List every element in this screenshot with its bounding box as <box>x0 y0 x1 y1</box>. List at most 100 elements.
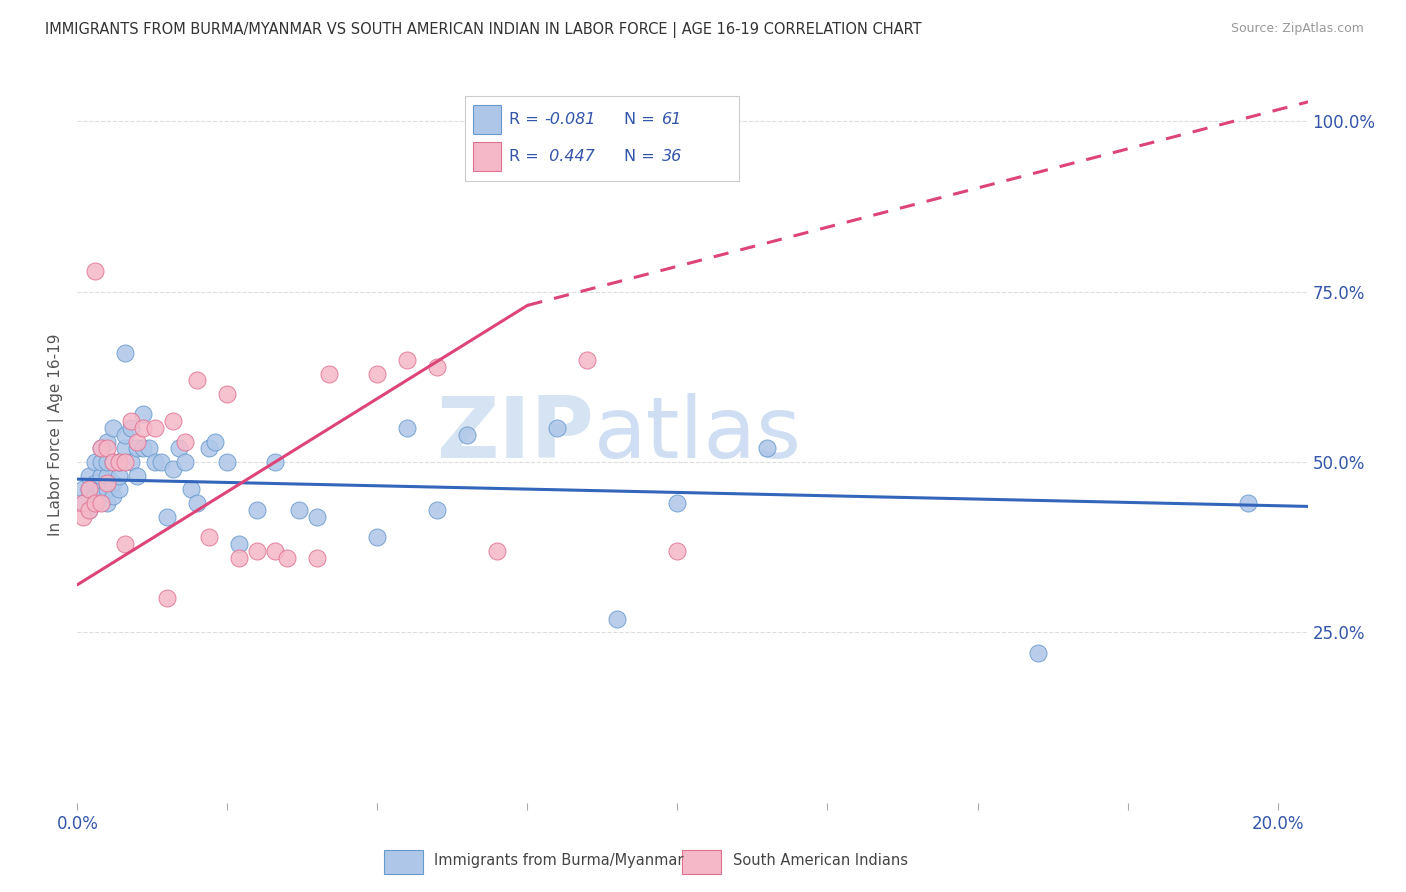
Point <box>114 346 136 360</box>
Point <box>186 496 208 510</box>
Point <box>103 421 125 435</box>
Bar <box>384 849 423 874</box>
Point <box>84 489 107 503</box>
Point <box>108 455 131 469</box>
Point <box>307 509 329 524</box>
Point <box>486 543 509 558</box>
Text: N =: N = <box>624 112 655 127</box>
Point <box>276 550 298 565</box>
Text: ZIP: ZIP <box>436 393 595 476</box>
Point <box>96 434 118 449</box>
Point <box>120 421 142 435</box>
Point <box>156 509 179 524</box>
Point <box>114 428 136 442</box>
Point <box>366 530 388 544</box>
Point <box>120 414 142 428</box>
Point <box>84 264 107 278</box>
Point <box>108 483 131 497</box>
Text: 0.447: 0.447 <box>544 149 595 164</box>
Point <box>114 537 136 551</box>
Point <box>79 483 101 497</box>
Text: IMMIGRANTS FROM BURMA/MYANMAR VS SOUTH AMERICAN INDIAN IN LABOR FORCE | AGE 16-1: IMMIGRANTS FROM BURMA/MYANMAR VS SOUTH A… <box>45 22 921 38</box>
Text: R =: R = <box>509 112 538 127</box>
Point <box>96 442 118 456</box>
Point <box>103 475 125 490</box>
Point <box>156 591 179 606</box>
Text: 61: 61 <box>662 112 682 127</box>
Point <box>96 496 118 510</box>
Point <box>79 483 101 497</box>
Point <box>79 468 101 483</box>
Point <box>756 442 779 456</box>
Point <box>264 455 287 469</box>
Point <box>180 483 202 497</box>
Text: -0.081: -0.081 <box>544 112 596 127</box>
Y-axis label: In Labor Force | Age 16-19: In Labor Force | Age 16-19 <box>48 334 65 536</box>
Point <box>96 455 118 469</box>
Point <box>72 496 94 510</box>
Point <box>426 359 449 374</box>
Text: N =: N = <box>624 149 655 164</box>
Point <box>96 475 118 490</box>
Point <box>162 462 184 476</box>
Point <box>198 442 221 456</box>
Point <box>127 442 149 456</box>
Point <box>606 612 628 626</box>
Point <box>132 442 155 456</box>
Text: R =: R = <box>509 149 538 164</box>
Point <box>264 543 287 558</box>
Point <box>103 489 125 503</box>
Point <box>143 455 166 469</box>
Point <box>84 475 107 490</box>
Text: Immigrants from Burma/Myanmar: Immigrants from Burma/Myanmar <box>434 854 683 868</box>
Point <box>72 483 94 497</box>
Point <box>186 373 208 387</box>
Point <box>174 455 197 469</box>
Point <box>150 455 173 469</box>
Point <box>307 550 329 565</box>
Point <box>72 496 94 510</box>
Point <box>132 408 155 422</box>
Point <box>90 468 112 483</box>
Text: South American Indians: South American Indians <box>733 854 907 868</box>
Point <box>84 455 107 469</box>
Point <box>1236 496 1258 510</box>
Point <box>318 367 340 381</box>
Point <box>103 455 125 469</box>
Point <box>84 496 107 510</box>
Point <box>456 428 478 442</box>
Point <box>108 468 131 483</box>
Point <box>288 503 311 517</box>
Point <box>426 503 449 517</box>
Point <box>143 421 166 435</box>
Point <box>127 434 149 449</box>
Point <box>204 434 226 449</box>
Point <box>114 442 136 456</box>
Point <box>96 483 118 497</box>
Point <box>108 455 131 469</box>
Point <box>90 442 112 456</box>
Point <box>217 387 239 401</box>
Point <box>666 496 689 510</box>
Point <box>246 503 269 517</box>
Point <box>96 468 118 483</box>
Point <box>169 442 191 456</box>
Point <box>127 468 149 483</box>
Point <box>366 367 388 381</box>
Text: 36: 36 <box>662 149 682 164</box>
Point <box>1026 646 1049 660</box>
Point <box>114 455 136 469</box>
Point <box>198 530 221 544</box>
Point <box>217 455 239 469</box>
Point <box>90 442 112 456</box>
Point <box>84 496 107 510</box>
Point <box>79 503 101 517</box>
Point <box>79 503 101 517</box>
Text: atlas: atlas <box>595 393 801 476</box>
Point <box>90 455 112 469</box>
Point <box>162 414 184 428</box>
Point <box>90 483 112 497</box>
Bar <box>472 142 501 170</box>
Text: Source: ZipAtlas.com: Source: ZipAtlas.com <box>1230 22 1364 36</box>
Bar <box>472 104 501 134</box>
